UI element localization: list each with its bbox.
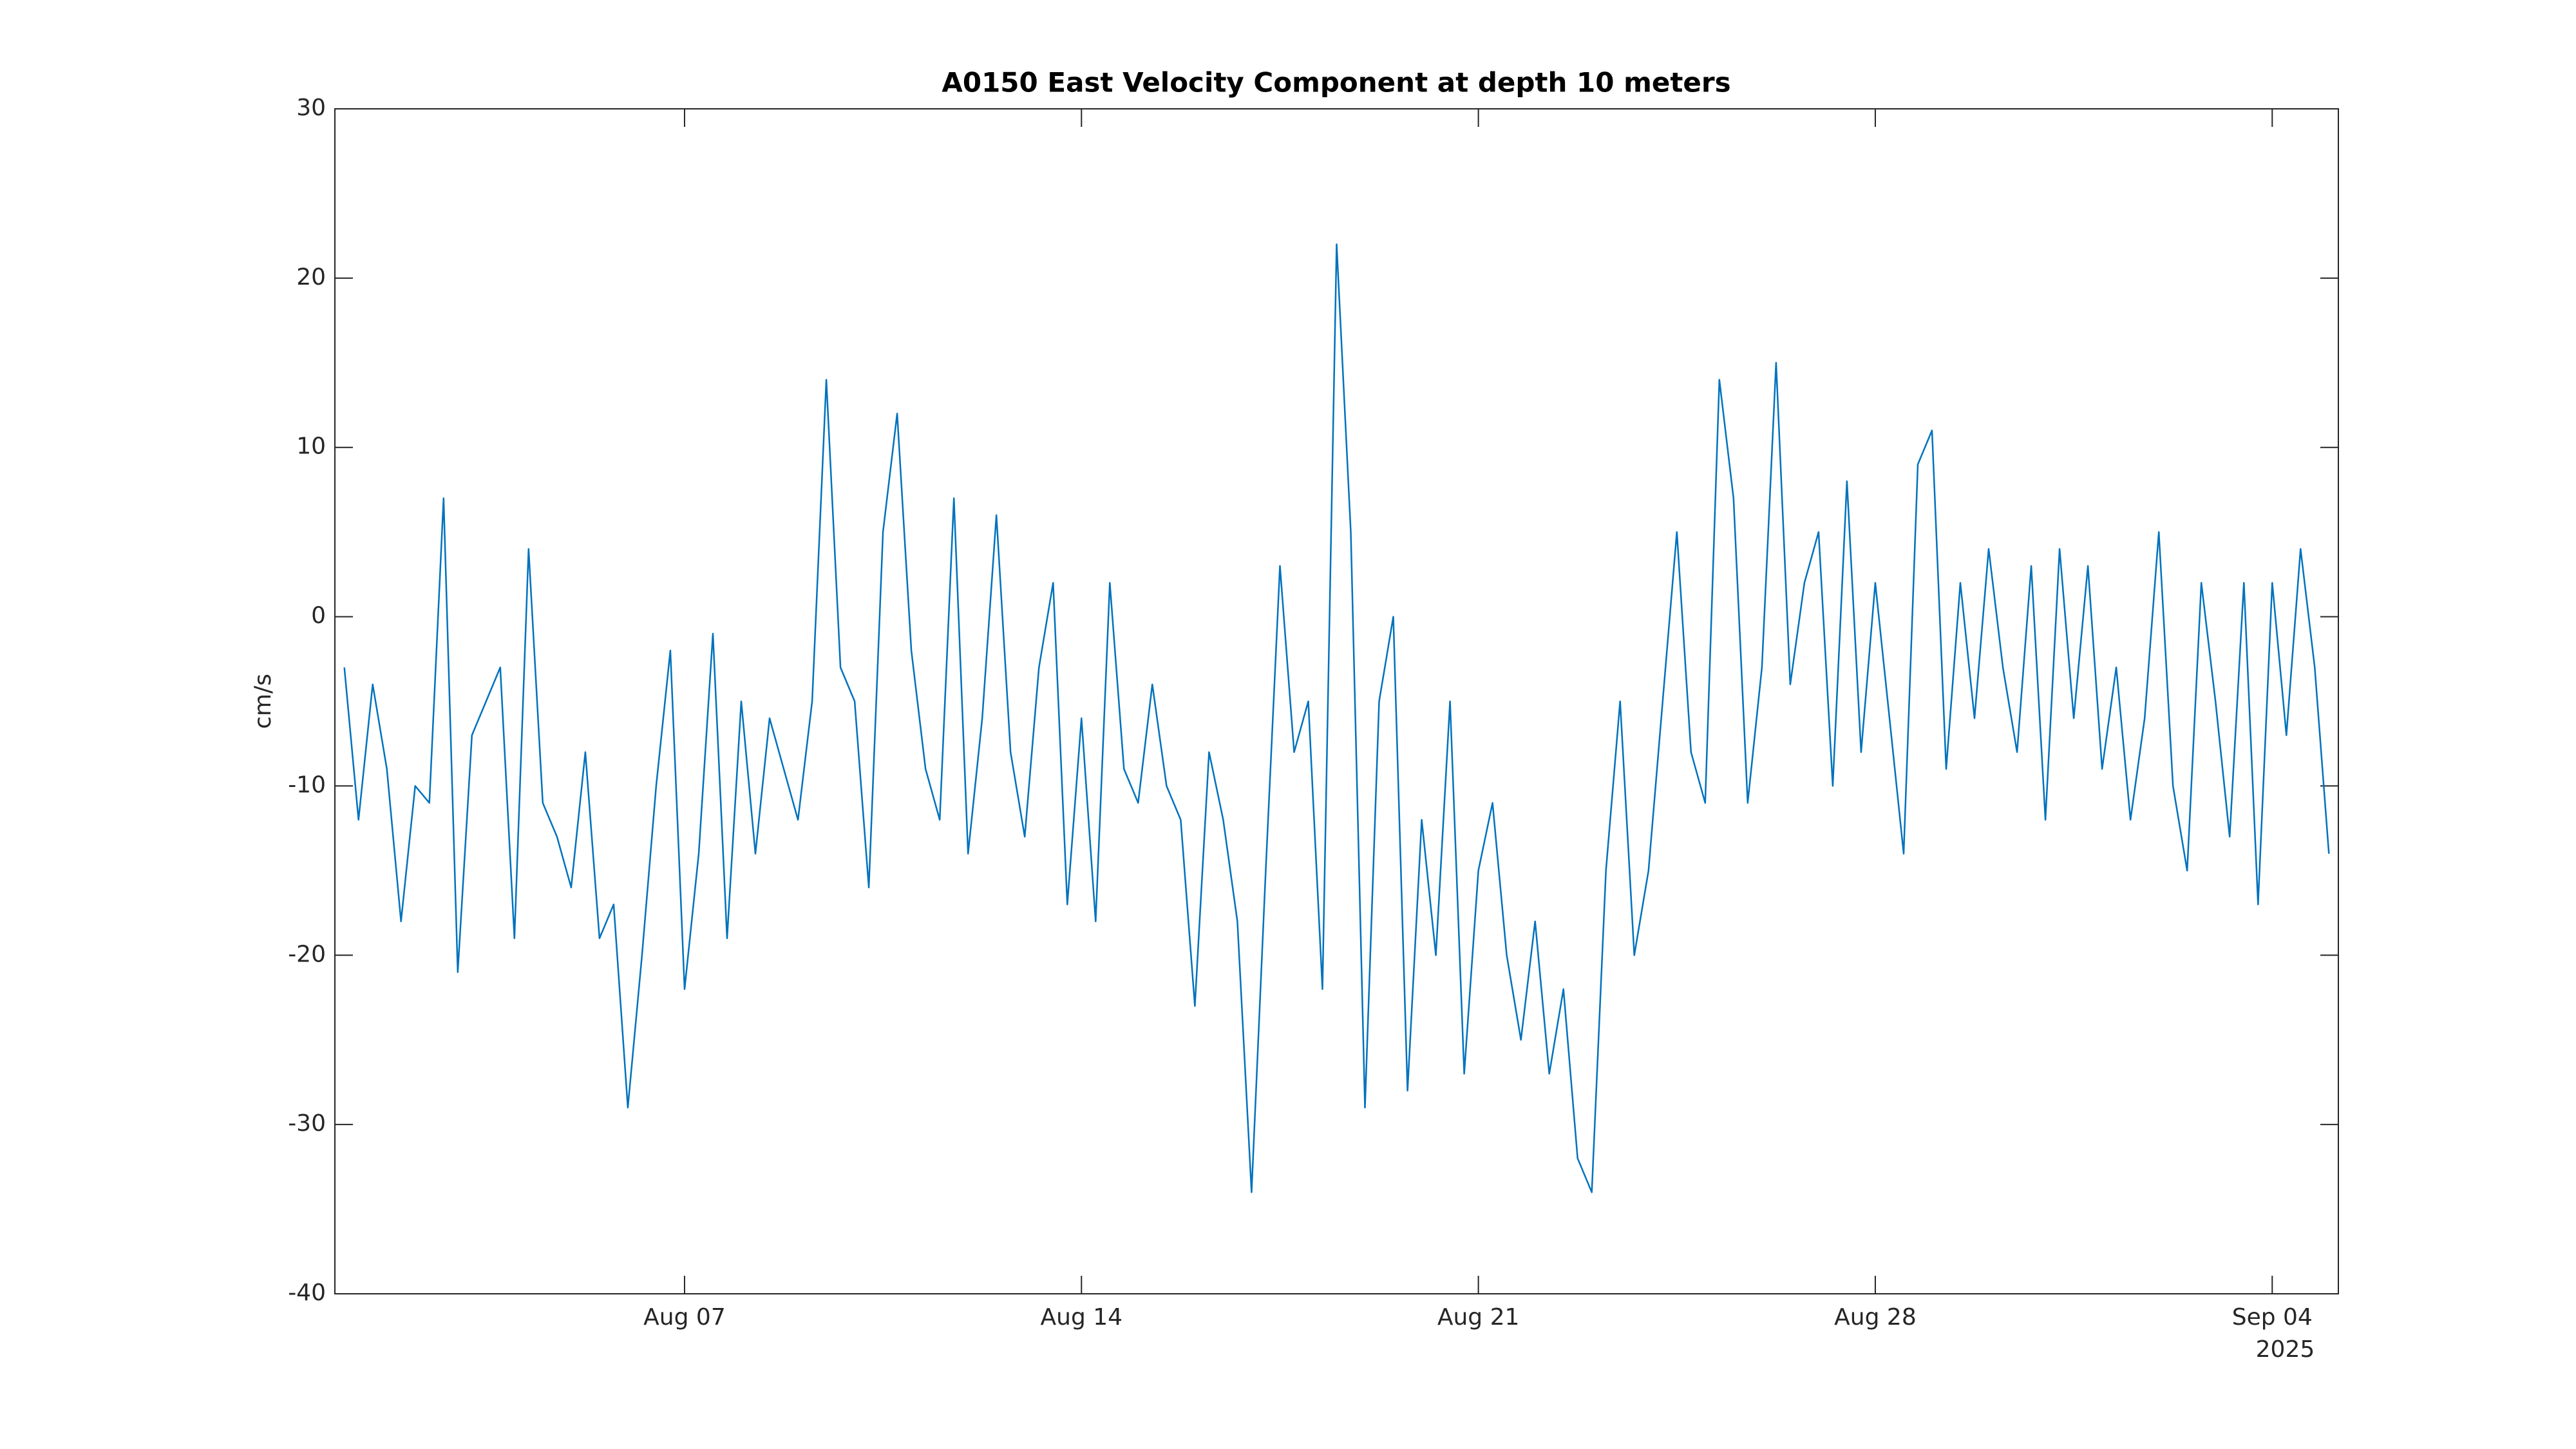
y-tick-label: -20 bbox=[288, 941, 326, 967]
data-line bbox=[343, 243, 2330, 1193]
y-tick-label: -30 bbox=[288, 1110, 326, 1137]
x-tick-label: Aug 07 bbox=[643, 1304, 726, 1331]
y-tick-label: 10 bbox=[296, 433, 326, 460]
chart-title: A0150 East Velocity Component at depth 1… bbox=[942, 67, 1730, 99]
x-tick-label: Aug 14 bbox=[1041, 1304, 1123, 1331]
y-tick-label: -10 bbox=[288, 772, 326, 798]
plot-frame bbox=[334, 108, 2339, 1294]
y-tick-label: 30 bbox=[296, 95, 326, 121]
x-tick-label: Aug 28 bbox=[1834, 1304, 1917, 1331]
y-tick-label: 20 bbox=[296, 264, 326, 290]
y-tick-label: 0 bbox=[311, 603, 326, 629]
y-axis-label: cm/s bbox=[250, 674, 276, 729]
x-axis-year: 2025 bbox=[2256, 1336, 2315, 1363]
y-tick-label: -40 bbox=[288, 1280, 326, 1306]
x-tick-label: Aug 21 bbox=[1437, 1304, 1520, 1331]
x-tick-label: Sep 04 bbox=[2232, 1304, 2313, 1331]
